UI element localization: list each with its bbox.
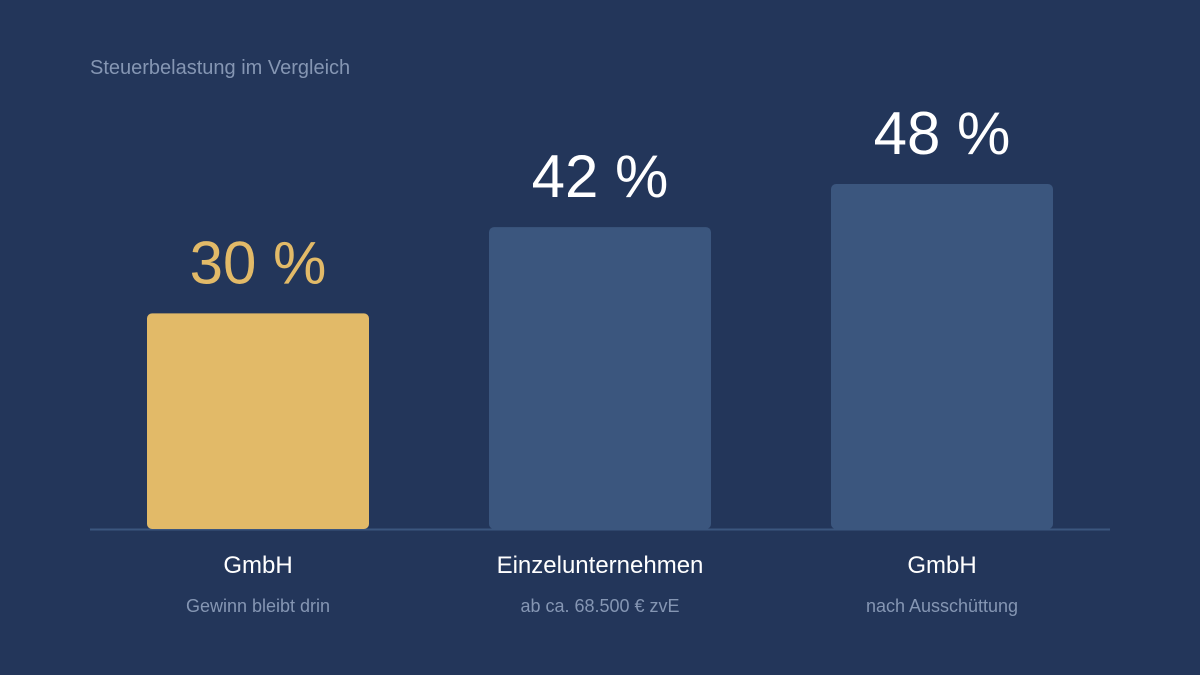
bar-gmbh-1 <box>147 313 369 529</box>
category-sublabel-gmbh-2: nach Ausschüttung <box>865 596 1019 616</box>
category-sublabel-einzelunternehmen: ab ca. 68.500 € zvE <box>520 596 680 616</box>
bar-einzelunternehmen <box>489 227 711 529</box>
chart-title: Steuerbelastung im Vergleich <box>90 57 351 79</box>
value-label-group: 30 % 42 % 48 % <box>190 100 1011 296</box>
category-label-gmbh-1: GmbH <box>223 552 293 579</box>
value-label-gmbh-1: 30 % <box>190 229 327 296</box>
category-label-einzelunternehmen: Einzelunternehmen <box>496 552 704 579</box>
value-label-einzelunternehmen: 42 % <box>532 143 669 210</box>
category-sublabel-gmbh-1: Gewinn bleibt drin <box>185 596 331 616</box>
category-label-gmbh-2: GmbH <box>907 552 977 579</box>
value-label-gmbh-2: 48 % <box>874 100 1011 167</box>
bar-group <box>147 184 1053 529</box>
bar-gmbh-2 <box>831 184 1053 529</box>
